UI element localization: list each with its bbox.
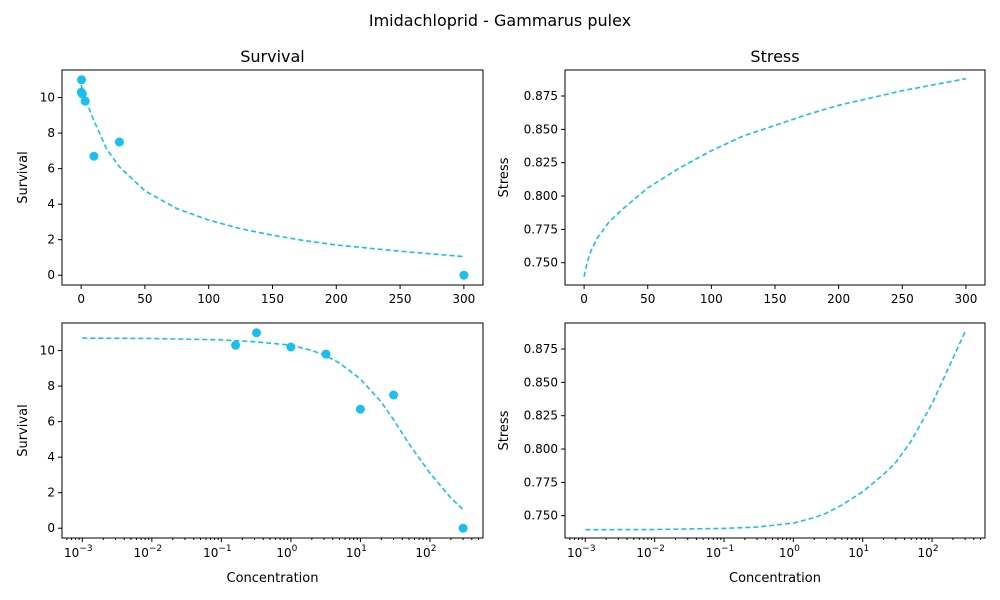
data-point [77,75,86,85]
data-point [355,404,365,414]
x-tick-label: 150 [261,292,284,306]
y-tick-label: 4 [47,197,55,211]
data-point [389,390,399,400]
y-tick-label: 0.775 [524,475,558,489]
data-point [89,151,99,161]
x-tick-label: 10−2 [636,544,665,560]
y-tick-label: 0.825 [524,156,558,170]
y-tick-label: 0.875 [524,342,558,356]
y-tick-label: 8 [47,379,55,393]
y-tick-label: 0.875 [524,89,558,103]
x-axis-label: Concentration [729,571,821,586]
y-tick-label: 0.800 [524,442,558,456]
subplot-stress-linear: Stress 0 50 100 150 200 250 300 0.750 0.775 0.800 0… [497,47,986,306]
data-point [459,270,469,280]
fit-curve [585,331,966,531]
fit-curve [80,84,464,258]
y-axis-label: Survival [16,404,31,456]
x-axis-label: Concentration [227,571,319,586]
y-tick-label: 0.775 [524,222,558,236]
y-tick-label: 4 [47,450,55,464]
x-tick-label: 50 [640,292,655,306]
x-tick-label: 0 [580,292,588,306]
axes-frame [564,69,986,286]
y-tick-label: 0.825 [524,409,558,423]
x-tick-label: 200 [827,292,850,306]
y-tick-label: 0.850 [524,122,558,136]
y-tick-label: 0 [47,268,55,282]
x-tick-label: 100 [779,544,800,560]
subplot-title: Stress [750,47,799,66]
x-tick-label: 250 [389,292,412,306]
data-point [321,349,331,359]
x-tick-label: 10−1 [706,544,735,560]
y-tick-label: 10 [40,91,55,105]
x-tick-label: 102 [918,544,939,560]
x-tick-label: 300 [954,292,977,306]
x-tick-label: 150 [764,292,787,306]
y-axis-label: Stress [497,410,512,450]
fit-curve [82,337,464,511]
x-tick-label: 10−3 [567,544,596,560]
x-tick-label: 100 [700,292,723,306]
subplot-title: Survival [240,47,305,66]
y-tick-label: 6 [47,162,55,176]
y-tick-label: 2 [47,486,55,500]
figure-suptitle: Imidachloprid - Gammarus pulex [369,11,631,30]
y-tick-label: 0.750 [524,256,558,270]
y-tick-label: 2 [47,233,55,247]
y-tick-label: 0.850 [524,375,558,389]
data-point [114,137,124,147]
x-tick-label: 101 [346,544,367,560]
data-point [252,328,261,338]
subplot-survival-linear: Survival 0 50 100 150 200 250 300 0 2 4 6 8 10 Surviva… [16,47,484,306]
axes-frame [61,322,484,539]
data-point [458,523,468,533]
y-tick-label: 10 [40,344,55,358]
x-tick-label: 300 [452,292,475,306]
x-tick-label: 10−3 [64,544,93,560]
x-tick-label: 10−1 [203,544,232,560]
data-point [231,340,241,350]
axes-frame [564,322,986,539]
y-axis-label: Stress [497,157,512,197]
data-point [286,342,296,352]
y-tick-label: 8 [47,126,55,140]
x-tick-label: 102 [415,544,436,560]
y-tick-label: 6 [47,415,55,429]
y-tick-label: 0 [47,521,55,535]
x-tick-label: 100 [276,544,297,560]
subplot-stress-log: 10−3 10−2 10−1 100 101 102 0.750 0.775 0.800 0.82… [497,322,986,586]
x-tick-label: 100 [197,292,220,306]
fit-curve [583,77,967,277]
x-tick-label: 250 [891,292,914,306]
x-tick-label: 200 [325,292,348,306]
data-point [80,96,90,106]
x-tick-label: 10−2 [134,544,163,560]
x-tick-label: 50 [137,292,152,306]
x-tick-label: 0 [77,292,85,306]
y-axis-label: Survival [16,151,31,203]
x-tick-label: 101 [848,544,869,560]
y-tick-label: 0.750 [524,509,558,523]
y-tick-label: 0.800 [524,189,558,203]
subplot-survival-log: 10−3 10−2 10−1 100 101 102 0 2 4 6 8 10 Concentratio… [16,322,484,586]
